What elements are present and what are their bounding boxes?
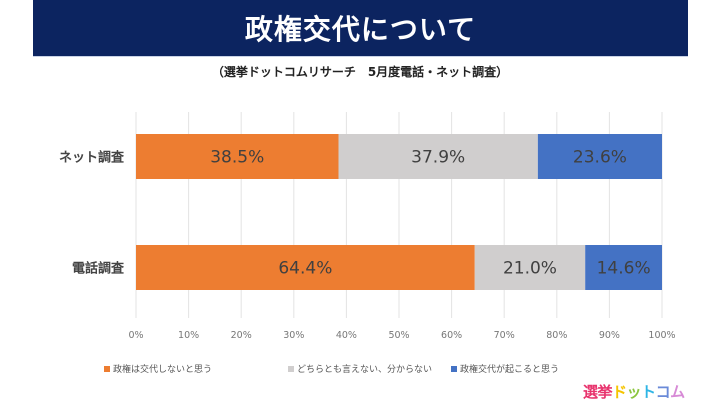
bars: 38.5% 37.9% 23.6% 64.4% 21.0% 14.6%	[136, 134, 662, 290]
data-label: 21.0%	[503, 259, 557, 279]
logo-glyph: ト	[641, 383, 656, 401]
data-label: 23.6%	[573, 148, 627, 168]
x-axis-ticks: 0% 10% 20% 30% 40% 50% 60% 70% 80% 90% 100%	[128, 330, 675, 341]
legend-item-undecided: どちらとも言えない、分からない	[288, 362, 432, 375]
logo-glyph: ム	[670, 383, 685, 401]
logo-glyph: ド	[612, 383, 627, 401]
bar-segment	[338, 134, 538, 179]
legend-label: どちらとも言えない、分からない	[297, 365, 433, 375]
data-label: 64.4%	[278, 259, 332, 279]
x-tick-label: 20%	[231, 330, 252, 341]
x-tick-label: 60%	[441, 330, 462, 341]
x-tick-label: 10%	[178, 330, 199, 341]
x-tick-label: 70%	[494, 330, 515, 341]
x-tick-label: 100%	[648, 330, 675, 341]
chart-subtitle: （選挙ドットコムリサーチ 5月度電話・ネット調査）	[211, 65, 509, 79]
legend-label: 政権交代が起こると思う	[460, 365, 560, 375]
x-tick-label: 80%	[546, 330, 567, 341]
bar-segment	[585, 245, 662, 290]
data-label: 14.6%	[597, 259, 651, 279]
logo-glyph: コ	[655, 383, 671, 401]
logo-glyph: 選挙	[583, 383, 613, 401]
x-tick-label: 30%	[283, 330, 304, 341]
title-banner: 政権交代について	[33, 0, 688, 57]
bar-segment	[136, 134, 339, 179]
legend-swatch-gray	[288, 365, 294, 372]
bar-segment	[537, 134, 662, 179]
x-tick-label: 0%	[128, 330, 143, 341]
page-title: 政権交代について	[244, 13, 477, 46]
legend-swatch-blue	[451, 365, 457, 372]
data-label: 37.9%	[411, 148, 465, 168]
bar-segment	[136, 245, 475, 290]
legend-item-change: 政権交代が起こると思う	[451, 362, 559, 375]
bar-segment	[474, 245, 586, 290]
legend-swatch-orange	[104, 365, 110, 372]
logo-glyph: ッ	[626, 383, 642, 401]
legend-label: 政権は交代しないと思う	[113, 365, 213, 375]
x-tick-label: 40%	[336, 330, 357, 341]
senkyo-dotcom-logo: 選挙ドットコム	[583, 381, 685, 402]
category-label: ネット調査	[59, 150, 125, 166]
data-label: 38.5%	[210, 148, 264, 168]
legend-item-no-change: 政権は交代しないと思う	[104, 362, 212, 375]
x-tick-label: 90%	[599, 330, 620, 341]
category-label: 電話調査	[72, 261, 125, 277]
x-tick-label: 50%	[388, 330, 409, 341]
